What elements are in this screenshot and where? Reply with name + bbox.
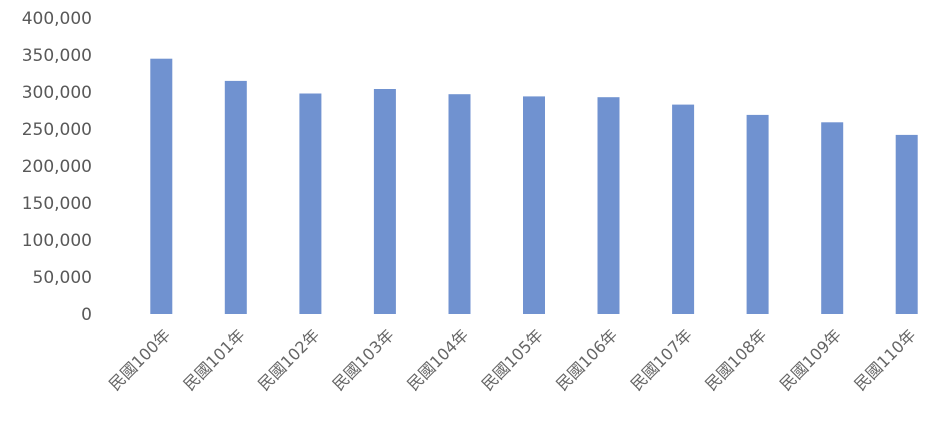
bar	[895, 134, 918, 314]
x-category-label: 民國107年	[627, 325, 696, 394]
y-tick-label: 400,000	[22, 9, 92, 29]
x-category-label: 民國103年	[329, 325, 398, 394]
bar	[523, 96, 545, 315]
y-tick-label: 250,000	[22, 120, 92, 140]
x-category-label: 民國106年	[552, 325, 621, 394]
bar	[224, 80, 247, 315]
y-tick-label: 350,000	[22, 46, 92, 66]
x-category-label: 民國104年	[403, 325, 472, 394]
y-tick-label: 100,000	[22, 231, 92, 251]
bar	[672, 104, 695, 314]
y-tick-label: 200,000	[22, 157, 92, 177]
bar	[373, 89, 396, 314]
y-tick-label: 0	[81, 305, 92, 325]
y-tick-label: 150,000	[22, 194, 92, 214]
bar	[746, 114, 769, 315]
bar	[597, 97, 620, 314]
y-tick-label: 50,000	[33, 268, 92, 288]
x-category-label: 民國100年	[105, 325, 174, 394]
bar	[821, 122, 844, 314]
x-category-label: 民國110年	[851, 325, 920, 394]
x-axis-category-labels: 民國100年 民國101年 民國102年 民國103年 民國104年 民國105年 民國10…	[105, 325, 919, 394]
x-category-label: 民國102年	[254, 325, 323, 394]
x-category-label: 民國105年	[478, 325, 547, 394]
x-category-label: 民國101年	[180, 325, 249, 394]
y-axis-tick-labels: 0 50,000 100,000 150,000 200,000 250,000 300,0…	[22, 9, 92, 325]
y-tick-label: 300,000	[22, 83, 92, 103]
bar	[150, 58, 173, 315]
bar	[299, 93, 322, 314]
bar	[448, 94, 471, 314]
bar-series	[150, 58, 918, 315]
x-category-label: 民國109年	[776, 325, 845, 394]
x-category-label: 民國108年	[701, 325, 770, 394]
